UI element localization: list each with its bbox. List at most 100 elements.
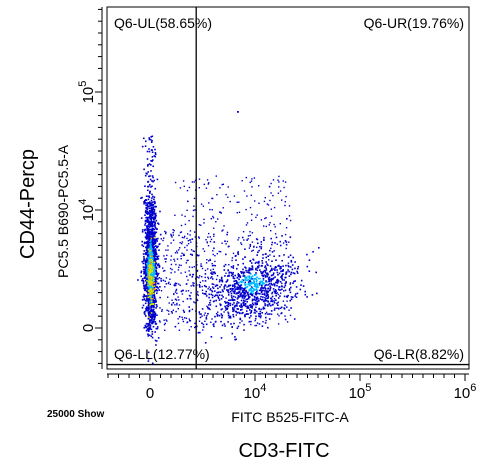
event-dot	[150, 210, 153, 212]
event-dot	[151, 330, 154, 333]
event-dot	[243, 329, 245, 331]
event-dot	[174, 181, 177, 184]
event-dot	[216, 315, 219, 317]
event-dot	[212, 217, 215, 219]
event-dot	[151, 270, 154, 273]
event-dot	[152, 315, 155, 318]
event-dot	[225, 297, 227, 299]
event-dot	[236, 282, 239, 284]
event-dot	[152, 221, 155, 223]
event-dot	[152, 195, 154, 198]
event-dot	[192, 284, 194, 286]
event-dot	[149, 205, 151, 207]
event-dot	[164, 230, 166, 233]
event-dot	[247, 298, 249, 300]
event-dot	[146, 203, 149, 206]
event-dot	[204, 292, 206, 295]
event-dot	[292, 296, 294, 299]
event-dot	[229, 304, 232, 307]
event-dot	[193, 181, 195, 183]
event-dot	[276, 271, 279, 274]
event-dot	[153, 236, 156, 239]
event-dot	[159, 296, 161, 299]
y-tick-label: 105	[77, 81, 97, 104]
event-dot	[141, 240, 143, 243]
event-dot	[223, 225, 225, 227]
event-dot	[233, 290, 235, 292]
event-dot	[154, 321, 157, 323]
event-dot	[260, 295, 262, 298]
event-dot	[191, 266, 193, 269]
quadrant-label-lr: Q6-LR(8.82%)	[374, 346, 464, 362]
event-dot	[248, 295, 250, 298]
event-dot	[150, 278, 153, 280]
event-dot	[144, 271, 147, 274]
event-dot	[260, 291, 263, 294]
event-dot	[147, 242, 149, 245]
event-dot	[243, 289, 245, 291]
event-dot	[295, 286, 298, 288]
event-dot	[242, 288, 244, 290]
event-dot	[253, 281, 255, 283]
event-dot	[216, 253, 218, 255]
event-dot	[211, 264, 214, 267]
event-dot	[150, 257, 153, 259]
event-dot	[277, 281, 279, 283]
event-dot	[160, 290, 163, 292]
event-dot	[304, 293, 307, 296]
event-dot	[143, 293, 145, 296]
event-dot	[251, 282, 254, 284]
event-dot	[238, 288, 240, 290]
event-dot	[177, 249, 180, 251]
event-dot	[207, 245, 210, 247]
event-dot	[252, 298, 255, 301]
event-dot	[219, 286, 221, 288]
event-dot	[148, 324, 150, 327]
event-dot	[192, 274, 194, 276]
event-dot	[150, 297, 153, 300]
event-dot	[216, 291, 218, 294]
event-dot	[146, 235, 149, 238]
event-dot	[288, 241, 290, 243]
event-dot	[276, 284, 278, 287]
event-dot	[154, 245, 157, 247]
event-dot	[165, 231, 167, 233]
event-dot	[155, 344, 157, 346]
event-dot	[153, 275, 155, 277]
event-dot	[274, 233, 277, 235]
event-dot	[185, 290, 187, 292]
event-dot	[245, 269, 247, 272]
event-dot	[230, 292, 233, 295]
footer-events-shown: 25000 Show	[47, 409, 104, 420]
event-dot	[242, 273, 245, 275]
event-dot	[205, 285, 207, 288]
event-dot	[275, 281, 277, 284]
event-dot	[151, 285, 154, 288]
event-dot	[241, 287, 243, 289]
event-dot	[212, 268, 214, 270]
event-dot	[188, 310, 191, 313]
quadrant-label-ll: Q6-LL(12.77%)	[114, 346, 210, 362]
event-dot	[154, 257, 157, 260]
event-dot	[159, 286, 161, 288]
event-dot	[164, 269, 166, 272]
event-dot	[284, 204, 286, 207]
event-dot	[186, 259, 188, 262]
event-dot	[150, 255, 152, 258]
event-dot	[261, 298, 263, 301]
event-dot	[282, 180, 284, 182]
event-dot	[306, 253, 308, 256]
event-dot	[147, 165, 149, 167]
event-dot	[235, 293, 237, 295]
event-dot	[152, 159, 154, 161]
event-dot	[149, 243, 151, 246]
event-dot	[248, 268, 250, 270]
event-dot	[211, 262, 213, 265]
event-dot	[254, 324, 256, 327]
event-dot	[159, 321, 161, 323]
event-dot	[242, 301, 245, 303]
event-dot	[256, 246, 258, 248]
event-dot	[262, 296, 264, 298]
event-dot	[282, 300, 285, 302]
event-dot	[279, 240, 281, 243]
